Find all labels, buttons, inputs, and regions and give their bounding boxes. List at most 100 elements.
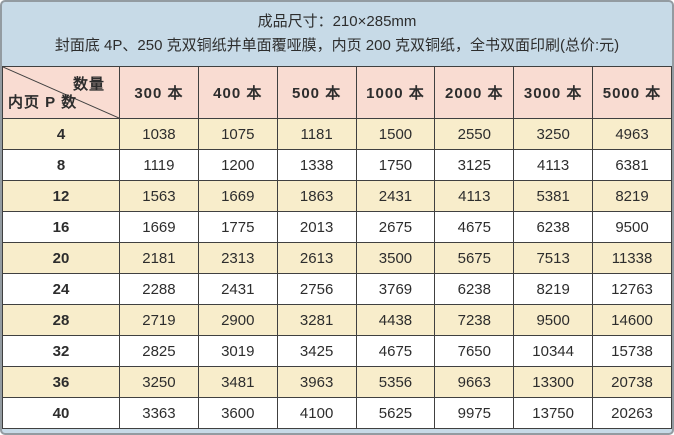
price-cell: 5675 [434,242,515,274]
price-cell: 1119 [119,149,199,181]
price-cell: 8219 [513,273,594,305]
price-cell: 14600 [592,304,672,336]
price-cell: 3425 [276,335,357,367]
price-cell: 3250 [513,118,594,150]
price-cell: 3963 [276,366,357,398]
column-header: 400 本 [197,66,278,119]
price-cell: 4100 [276,397,357,429]
column-header: 3000 本 [513,66,594,119]
table-row: 16 1669 1775 2013 2675 4675 6238 9500 [2,211,672,243]
column-header: 500 本 [276,66,357,119]
price-cell: 4113 [513,149,594,181]
price-cell: 3363 [119,397,199,429]
price-cell: 10344 [513,335,594,367]
table-row: 32 2825 3019 3425 4675 7650 10344 15738 [2,335,672,367]
price-cell: 2613 [276,242,357,274]
price-cell: 9500 [592,211,672,243]
price-cell: 2550 [434,118,515,150]
price-cell: 1750 [355,149,436,181]
column-header: 5000 本 [592,66,672,119]
price-cell: 3125 [434,149,515,181]
price-cell: 4675 [434,211,515,243]
price-cell: 2013 [276,211,357,243]
row-label: 32 [2,335,120,367]
row-label: 4 [2,118,120,150]
price-cell: 5381 [513,180,594,212]
row-label: 28 [2,304,120,336]
price-cell: 15738 [592,335,672,367]
price-cell: 13750 [513,397,594,429]
corner-label-quantity: 数量 [72,76,105,93]
price-cell: 6238 [434,273,515,305]
price-cell: 2675 [355,211,436,243]
price-cell: 1669 [197,180,278,212]
price-cell: 3481 [197,366,278,398]
price-cell: 3019 [197,335,278,367]
price-cell: 7513 [513,242,594,274]
price-cell: 1563 [119,180,199,212]
row-label: 24 [2,273,120,305]
row-label: 40 [2,397,120,429]
price-cell: 1669 [119,211,199,243]
table-row: 28 2719 2900 3281 4438 7238 9500 14600 [2,304,672,336]
price-cell: 7650 [434,335,515,367]
price-cell: 5625 [355,397,436,429]
price-table: 数量 内页 P 数 300 本 400 本 500 本 1000 本 2000 本 300… [2,66,672,429]
table-row: 4 1038 1075 1181 1500 2550 3250 4963 [2,118,672,150]
price-cell: 7238 [434,304,515,336]
price-cell: 2431 [197,273,278,305]
row-label: 12 [2,180,120,212]
column-header: 2000 本 [434,66,515,119]
price-cell: 3769 [355,273,436,305]
table-row: 24 2288 2431 2756 3769 6238 8219 12763 [2,273,672,305]
price-cell: 2181 [119,242,199,274]
header-row: 数量 内页 P 数 300 本 400 本 500 本 1000 本 2000 本 300… [2,66,672,119]
column-header: 300 本 [119,66,199,119]
price-cell: 20263 [592,397,672,429]
price-cell: 4113 [434,180,515,212]
price-cell: 6381 [592,149,672,181]
price-cell: 3250 [119,366,199,398]
price-cell: 2719 [119,304,199,336]
price-cell: 6238 [513,211,594,243]
price-cell: 4675 [355,335,436,367]
price-cell: 4963 [592,118,672,150]
price-cell: 2825 [119,335,199,367]
price-cell: 9975 [434,397,515,429]
price-cell: 11338 [592,242,672,274]
corner-header-cell: 数量 内页 P 数 [2,66,120,119]
price-cell: 1338 [276,149,357,181]
table-row: 36 3250 3481 3963 5356 9663 13300 20738 [2,366,672,398]
price-cell: 1500 [355,118,436,150]
row-label: 20 [2,242,120,274]
column-header: 1000 本 [355,66,436,119]
price-cell: 1181 [276,118,357,150]
price-cell: 3281 [276,304,357,336]
banner-subtitle: 封面底 4P、250 克双铜纸并单面覆哑膜，内页 200 克双铜纸，全书双面印刷… [54,37,620,54]
table-row: 40 3363 3600 4100 5625 9975 13750 20263 [2,397,672,429]
price-cell: 20738 [592,366,672,398]
price-cell: 13300 [513,366,594,398]
price-cell: 1075 [197,118,278,150]
banner-title: 成品尺寸：210×285mm [257,12,417,30]
price-cell: 3500 [355,242,436,274]
price-cell: 9663 [434,366,515,398]
table-row: 12 1563 1669 1863 2431 4113 5381 8219 [2,180,672,212]
row-label: 8 [2,149,120,181]
diagonal-line [3,67,119,118]
price-cell: 2756 [276,273,357,305]
price-cell: 3600 [197,397,278,429]
price-cell: 2313 [197,242,278,274]
price-cell: 1863 [276,180,357,212]
price-cell: 2431 [355,180,436,212]
table-body: 4 1038 1075 1181 1500 2550 3250 4963 8 1119 1200 13… [2,118,672,429]
row-label: 16 [2,211,120,243]
price-cell: 2900 [197,304,278,336]
price-cell: 12763 [592,273,672,305]
price-cell: 2288 [119,273,199,305]
price-cell: 1775 [197,211,278,243]
price-cell: 4438 [355,304,436,336]
banner: 成品尺寸：210×285mm 封面底 4P、250 克双铜纸并单面覆哑膜，内页 … [2,2,672,66]
table-row: 20 2181 2313 2613 3500 5675 7513 11338 [2,242,672,274]
